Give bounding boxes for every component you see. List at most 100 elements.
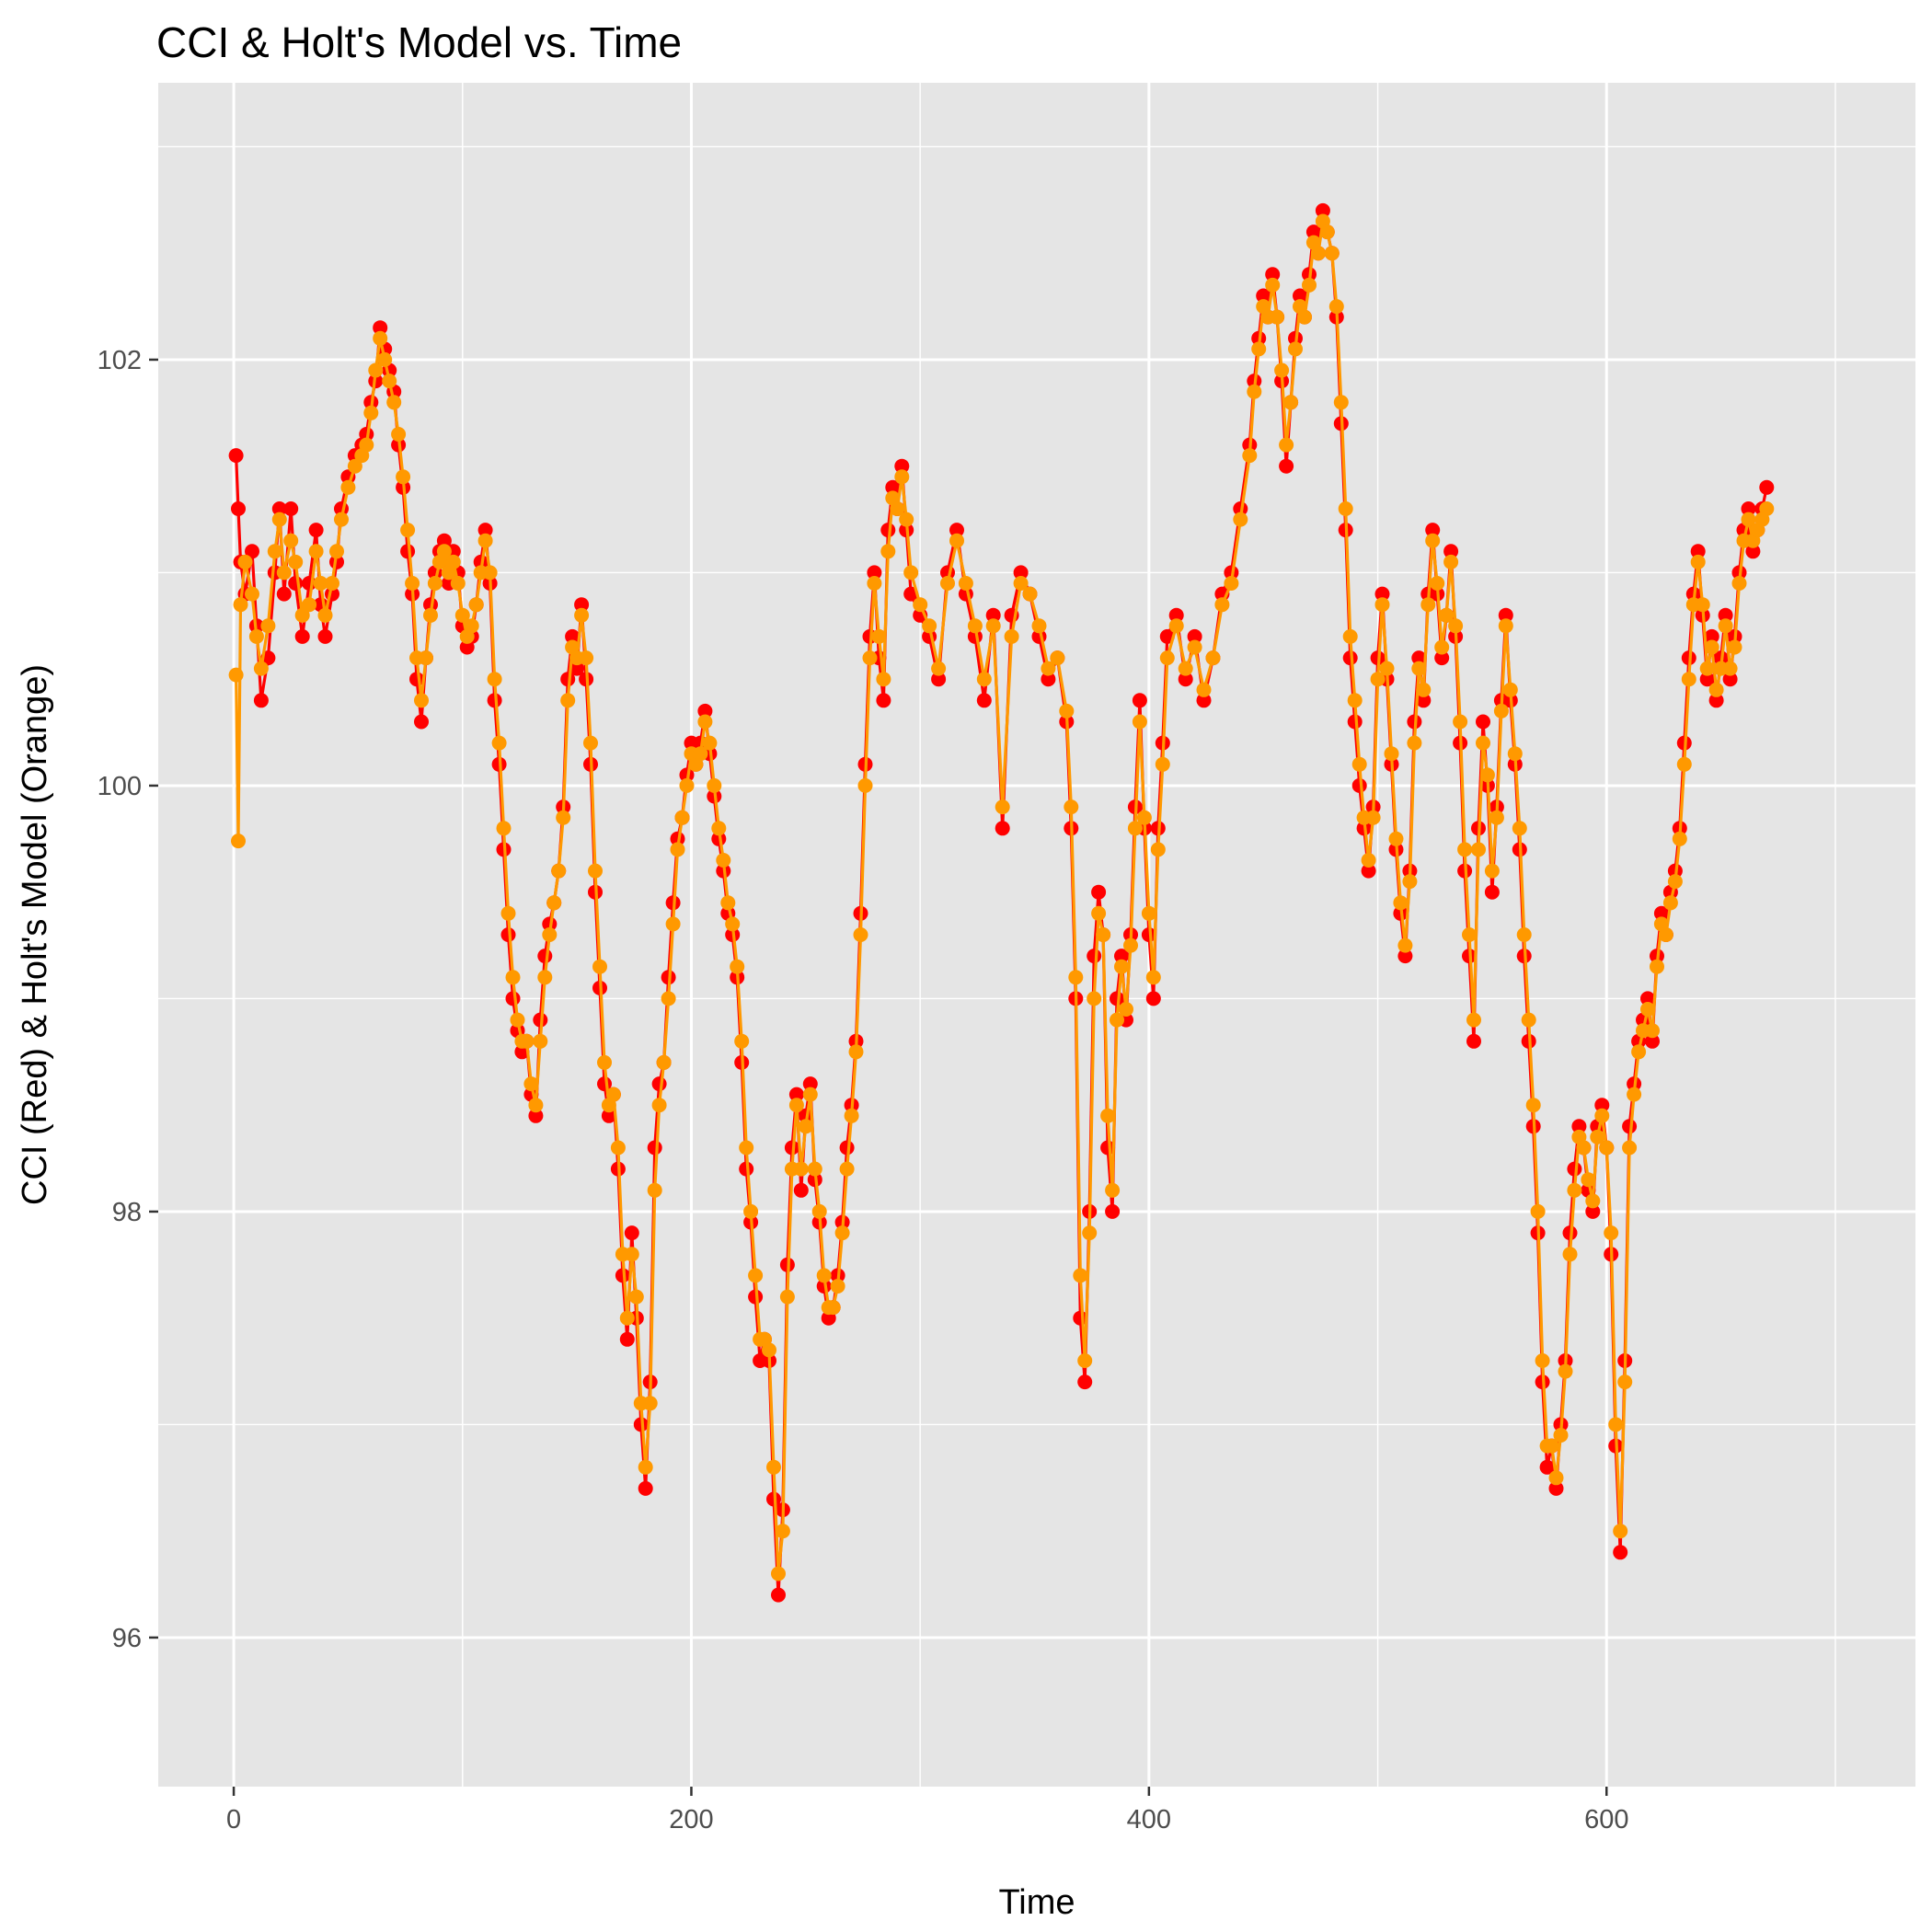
- series-2-point: [1150, 842, 1166, 857]
- series-2-point: [1462, 927, 1477, 942]
- series-2-point: [651, 1098, 667, 1113]
- series-2-point: [248, 628, 264, 644]
- series-1-point: [1168, 607, 1184, 623]
- series-1-point: [423, 597, 438, 613]
- series-2-point: [1525, 1098, 1541, 1113]
- series-1-point: [533, 1012, 548, 1028]
- series-2-point: [283, 533, 299, 548]
- x-axis-title: Time: [998, 1883, 1075, 1922]
- series-2-point: [743, 1203, 759, 1219]
- series-1-point: [784, 1140, 799, 1156]
- series-2-point: [1050, 650, 1065, 666]
- series-2-point: [325, 576, 339, 591]
- series-2-point: [1613, 1524, 1628, 1539]
- series-2-point: [816, 1268, 832, 1283]
- series-2-point: [1604, 1225, 1619, 1241]
- series-2-point: [1640, 1002, 1655, 1017]
- series-2-point: [1141, 905, 1156, 921]
- series-1-point: [1718, 607, 1733, 623]
- series-1-point: [624, 1225, 639, 1241]
- series-2-point: [1073, 1268, 1088, 1283]
- series-2-point: [1443, 554, 1459, 569]
- series-2-point: [237, 554, 253, 569]
- chart-title: CCI & Holt's Model vs. Time: [156, 18, 682, 66]
- series-2-point: [1704, 639, 1719, 655]
- series-2-point: [739, 1140, 754, 1156]
- series-2-point: [848, 1044, 864, 1060]
- series-1-point: [359, 427, 374, 442]
- series-1-point: [565, 628, 581, 644]
- series-2-point: [231, 834, 246, 849]
- series-2-point: [1288, 341, 1303, 357]
- series-2-point: [405, 576, 420, 591]
- series-2-point: [1324, 246, 1340, 261]
- series-2-point: [853, 927, 868, 942]
- series-1-point: [542, 916, 558, 932]
- series-1-point: [1351, 777, 1367, 793]
- series-2-point: [1627, 1087, 1642, 1102]
- plot-panel: [158, 83, 1915, 1787]
- series-1-point: [1256, 288, 1271, 304]
- series-2-point: [642, 1396, 658, 1411]
- series-1-point: [1141, 927, 1156, 942]
- series-2-point: [995, 799, 1010, 815]
- series-2-point: [579, 650, 594, 666]
- series-2-point: [679, 777, 695, 793]
- series-1-point: [748, 1289, 764, 1305]
- series-1-point: [1466, 1033, 1481, 1049]
- series-1-point: [1425, 523, 1441, 538]
- series-2-point: [500, 905, 516, 921]
- series-2-point: [913, 597, 928, 613]
- series-2-point: [1718, 618, 1733, 634]
- series-2-point: [1274, 362, 1290, 378]
- series-2-point: [775, 1524, 790, 1539]
- series-1-point: [283, 501, 299, 516]
- series-1-point: [1091, 884, 1107, 900]
- series-1-point: [1539, 1459, 1555, 1475]
- series-2-point: [583, 735, 598, 751]
- series-1-point: [1233, 501, 1248, 516]
- series-2-point: [716, 853, 731, 868]
- series-2-point: [1479, 767, 1495, 783]
- x-tick-label: 0: [226, 1805, 241, 1834]
- series-2-point: [1242, 448, 1258, 464]
- series-2-point: [1558, 1363, 1573, 1379]
- series-1-point: [670, 831, 685, 846]
- series-1-point: [560, 672, 576, 687]
- series-1-point: [1745, 544, 1761, 559]
- series-2-point: [867, 576, 882, 591]
- series-2-point: [1645, 1023, 1660, 1039]
- series-2-point: [1205, 650, 1221, 666]
- series-2-point: [1434, 639, 1450, 655]
- series-1-point: [798, 1108, 813, 1123]
- series-2-point: [1411, 661, 1427, 676]
- series-2-point: [1247, 384, 1262, 399]
- series-2-point: [1233, 512, 1248, 527]
- series-2-point: [1507, 746, 1523, 762]
- grid-lines: [158, 83, 1915, 1787]
- series-2-point: [1535, 1353, 1550, 1368]
- series-2-point: [1347, 693, 1363, 708]
- series-1-point: [1132, 693, 1147, 708]
- series-2-point: [1270, 309, 1285, 325]
- series-1-point: [839, 1140, 855, 1156]
- series-1-point: [885, 479, 901, 495]
- series-1-point: [288, 576, 304, 591]
- series-1-point: [647, 1140, 662, 1156]
- series-1-point: [679, 767, 695, 783]
- series-2-point: [1699, 661, 1715, 676]
- series-2-point: [734, 1033, 750, 1049]
- series-2-point: [1279, 437, 1294, 453]
- series-2-point: [880, 544, 896, 559]
- y-axis-title: CCI (Red) & Holt's Model (Orange): [16, 664, 54, 1205]
- series-2-point: [271, 512, 287, 527]
- series-1-point: [1145, 991, 1161, 1006]
- series-2-point: [347, 458, 362, 474]
- series-2-point: [1402, 874, 1418, 890]
- series-2-point: [1439, 607, 1455, 623]
- series-2-point: [1374, 597, 1390, 613]
- series-1-point: [615, 1268, 630, 1283]
- series-1-point: [651, 1076, 667, 1092]
- series-2-point: [788, 1098, 804, 1113]
- series-2-point: [1077, 1353, 1093, 1368]
